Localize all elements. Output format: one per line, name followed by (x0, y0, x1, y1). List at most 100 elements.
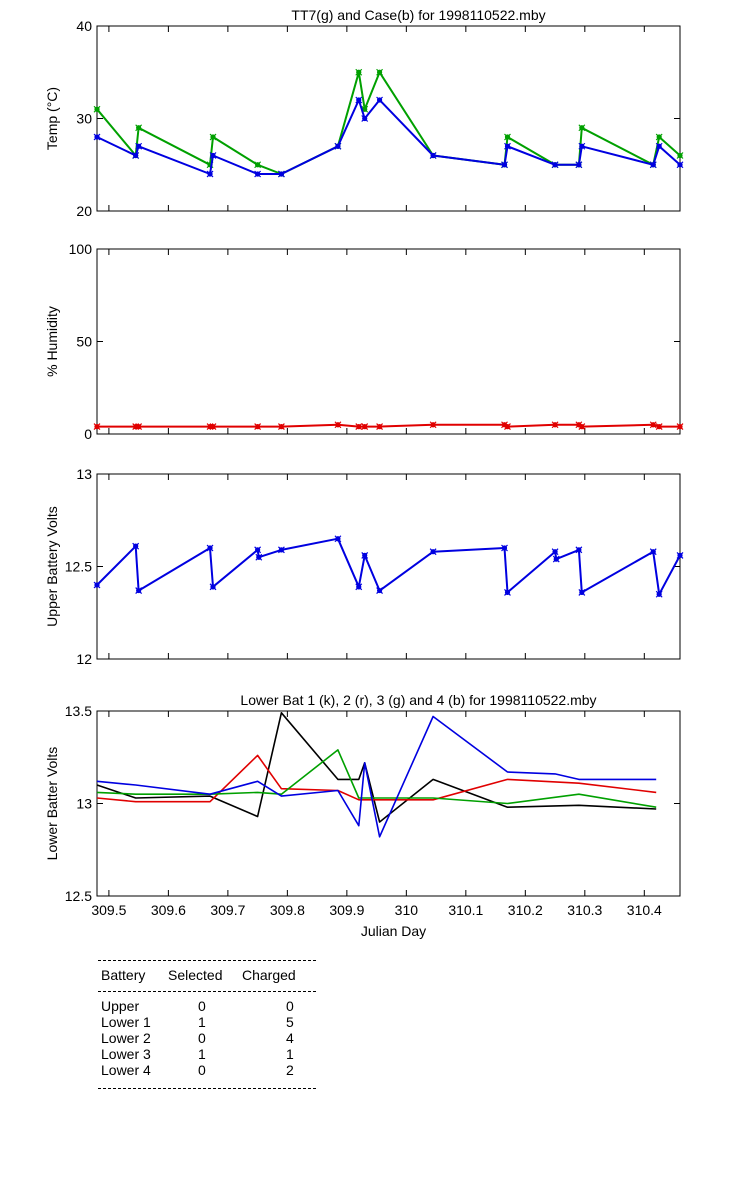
series-line-2 (96, 754, 657, 803)
table-mid-divider (98, 991, 316, 992)
x-tick-label: 310.4 (627, 902, 662, 918)
x-tick-label: 310 (395, 902, 419, 918)
data-point-marker (361, 551, 369, 559)
row-battery: Lower 4 (101, 1062, 151, 1078)
y-axis-label: Temp (°C) (44, 87, 60, 150)
data-point-marker (277, 546, 285, 554)
data-point-marker (361, 115, 369, 122)
data-point-marker (355, 423, 363, 431)
data-point-marker (429, 421, 437, 429)
y-tick-label: 30 (76, 111, 92, 127)
data-point-marker (254, 170, 262, 178)
data-point-marker (429, 152, 437, 159)
data-point-marker (551, 421, 559, 429)
data-point-marker (504, 142, 511, 150)
table-row: Upper 0 0 (98, 998, 318, 1014)
series-line-4 (96, 715, 657, 838)
row-battery: Lower 1 (101, 1014, 151, 1030)
table-row: Lower 1 1 5 (98, 1014, 318, 1030)
data-point-marker (504, 133, 511, 141)
row-charged: 2 (286, 1062, 294, 1078)
y-tick-label: 13 (76, 466, 92, 482)
data-point-marker (504, 423, 511, 431)
data-point-marker (254, 161, 262, 169)
row-battery: Lower 2 (101, 1030, 151, 1046)
data-point-marker (132, 542, 140, 550)
data-point-marker (501, 544, 508, 552)
data-point-marker (135, 423, 143, 431)
row-battery: Upper (101, 998, 140, 1014)
data-point-marker (376, 96, 384, 104)
row-charged: 4 (286, 1030, 294, 1046)
row-selected: 1 (198, 1046, 206, 1062)
data-point-marker (132, 152, 140, 159)
x-tick-label: 309.7 (210, 902, 245, 918)
data-point-marker (209, 152, 217, 159)
plot-frame (96, 248, 681, 435)
table-header-row: Battery Selected Charged (98, 967, 318, 983)
y-axis-label: Upper Battery Volts (44, 506, 60, 627)
row-battery: Lower 3 (101, 1046, 151, 1062)
data-point-marker (277, 170, 285, 178)
chart-title: TT7(g) and Case(b) for 1998110522.mby (291, 7, 545, 23)
x-axis-label: Julian Day (361, 923, 426, 939)
data-point-marker (206, 170, 214, 178)
data-point-marker (93, 581, 101, 589)
data-point-marker (575, 161, 583, 169)
x-tick-label: 310.3 (567, 902, 602, 918)
data-point-marker (376, 423, 384, 431)
table-row: Lower 2 0 4 (98, 1030, 318, 1046)
table-top-divider (98, 960, 316, 961)
table-body: Upper 0 0 Lower 1 1 5 Lower 2 0 4 Lower … (98, 998, 318, 1078)
x-tick-label: 309.9 (329, 902, 364, 918)
x-tick-label: 309.6 (151, 902, 186, 918)
data-point-marker (93, 133, 101, 141)
row-selected: 0 (198, 998, 206, 1014)
data-point-marker (676, 152, 684, 159)
data-point-marker (355, 68, 363, 76)
row-selected: 0 (198, 1062, 206, 1078)
data-point-marker (578, 588, 586, 596)
data-point-marker (551, 161, 559, 169)
data-point-marker (429, 548, 437, 556)
data-point-marker (334, 535, 342, 543)
plot-frame (96, 25, 681, 212)
data-point-marker (135, 124, 143, 132)
header-charged: Charged (242, 967, 296, 983)
header-selected: Selected (168, 967, 223, 983)
data-point-marker (376, 587, 384, 594)
row-charged: 5 (286, 1014, 294, 1030)
data-point-marker (655, 590, 663, 598)
x-tick-label: 309.8 (270, 902, 305, 918)
header-battery: Battery (101, 967, 146, 983)
data-point-marker (676, 423, 684, 431)
data-point-marker (575, 546, 583, 554)
data-point-marker (649, 548, 657, 556)
data-point-marker (361, 423, 369, 431)
chart-title: Lower Bat 1 (k), 2 (r), 3 (g) and 4 (b) … (240, 692, 596, 708)
y-tick-label: 12.5 (65, 559, 92, 575)
y-tick-label: 20 (76, 203, 92, 219)
data-point-marker (655, 423, 663, 431)
series-line-3 (96, 749, 657, 808)
data-point-marker (676, 161, 684, 169)
data-point-marker (655, 133, 663, 141)
plot-frame (96, 710, 681, 897)
data-point-marker (209, 583, 217, 591)
data-point-marker (334, 142, 342, 150)
table-row: Lower 4 0 2 (98, 1062, 318, 1078)
series-line-1 (96, 537, 681, 596)
data-point-marker (93, 423, 101, 431)
y-axis-label: % Humidity (44, 306, 60, 377)
y-tick-label: 12.5 (65, 888, 92, 904)
data-point-marker (254, 423, 262, 431)
data-point-marker (277, 423, 285, 431)
data-point-marker (655, 142, 663, 150)
data-point-marker (552, 555, 560, 563)
x-tick-label: 310.1 (448, 902, 483, 918)
data-point-marker (649, 421, 657, 429)
row-selected: 1 (198, 1014, 206, 1030)
row-selected: 0 (198, 1030, 206, 1046)
y-tick-label: 0 (84, 426, 92, 442)
